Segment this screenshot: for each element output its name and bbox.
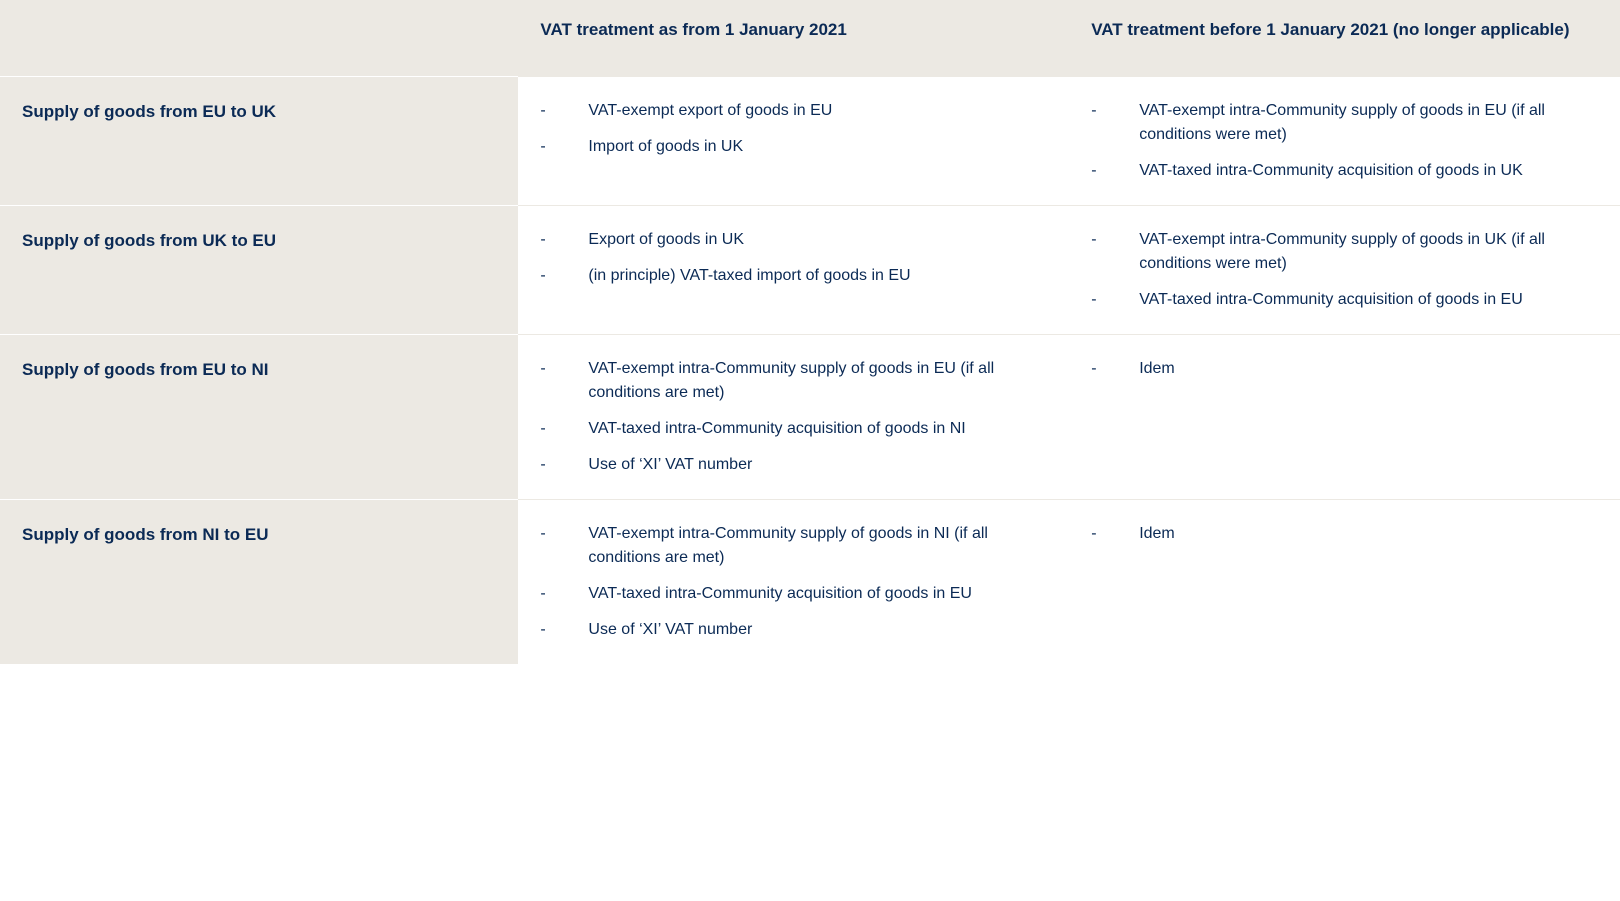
row-label: Supply of goods from EU to NI xyxy=(0,334,518,499)
col-header-before: VAT treatment before 1 January 2021 (no … xyxy=(1069,0,1620,76)
vat-treatment-table: VAT treatment as from 1 January 2021 VAT… xyxy=(0,0,1620,664)
list-item: -VAT-exempt intra-Community supply of go… xyxy=(1091,99,1598,147)
cell-before: -Idem xyxy=(1069,334,1620,499)
list-item: -VAT-taxed intra-Community acquisition o… xyxy=(1091,159,1598,183)
row-label: Supply of goods from NI to EU xyxy=(0,499,518,664)
cell-before: -VAT-exempt intra-Community supply of go… xyxy=(1069,76,1620,205)
list-item: -Idem xyxy=(1091,522,1598,546)
list-item: -Use of ‘XI’ VAT number xyxy=(540,618,1047,642)
row-label: Supply of goods from EU to UK xyxy=(0,76,518,205)
cell-before: -VAT-exempt intra-Community supply of go… xyxy=(1069,205,1620,334)
cell-after: -VAT-exempt intra-Community supply of go… xyxy=(518,334,1069,499)
table-row: Supply of goods from EU to UK-VAT-exempt… xyxy=(0,76,1620,205)
cell-after: -VAT-exempt intra-Community supply of go… xyxy=(518,499,1069,664)
list-item: -VAT-taxed intra-Community acquisition o… xyxy=(540,582,1047,606)
table-row: Supply of goods from NI to EU -VAT-exempt… xyxy=(0,499,1620,664)
list-item: -(in principle) VAT-taxed import of good… xyxy=(540,264,1047,288)
cell-before: -Idem xyxy=(1069,499,1620,664)
list-item: -VAT-taxed intra-Community acquisition o… xyxy=(540,417,1047,441)
list-item: -VAT-taxed intra-Community acquisition o… xyxy=(1091,288,1598,312)
table-row: Supply of goods from EU to NI -VAT-exempt… xyxy=(0,334,1620,499)
row-label: Supply of goods from UK to EU xyxy=(0,205,518,334)
list-item: -VAT-exempt intra-Community supply of go… xyxy=(540,357,1047,405)
col-header-after: VAT treatment as from 1 January 2021 xyxy=(518,0,1069,76)
col-header-empty xyxy=(0,0,518,76)
list-item: -VAT-exempt intra-Community supply of go… xyxy=(1091,228,1598,276)
list-item: -Use of ‘XI’ VAT number xyxy=(540,453,1047,477)
table-row: Supply of goods from UK to EU-Export of … xyxy=(0,205,1620,334)
list-item: -Import of goods in UK xyxy=(540,135,1047,159)
list-item: -Idem xyxy=(1091,357,1598,381)
list-item: -Export of goods in UK xyxy=(540,228,1047,252)
list-item: -VAT-exempt export of goods in EU xyxy=(540,99,1047,123)
table-header-row: VAT treatment as from 1 January 2021 VAT… xyxy=(0,0,1620,76)
list-item: -VAT-exempt intra-Community supply of go… xyxy=(540,522,1047,570)
cell-after: -VAT-exempt export of goods in EU -Import… xyxy=(518,76,1069,205)
cell-after: -Export of goods in UK -(in principle) VA… xyxy=(518,205,1069,334)
